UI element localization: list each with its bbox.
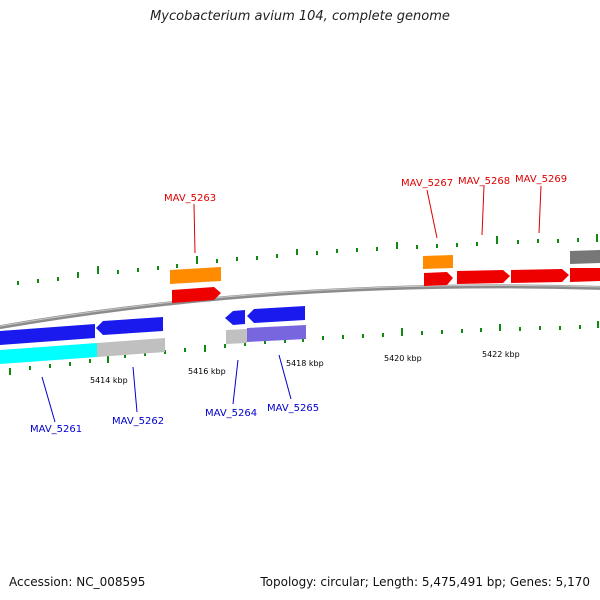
gene-gray-small[interactable] (226, 329, 247, 344)
label-mav-5265: MAV_5265 (267, 403, 319, 414)
reverse-strand-genes (0, 306, 306, 364)
label-mav-5268: MAV_5268 (458, 176, 510, 187)
label-mav-5261: MAV_5261 (30, 424, 82, 435)
genome-summary-text: Topology: circular; Length: 5,475,491 bp… (260, 575, 590, 589)
scale-label-5414: 5414 kbp (90, 376, 128, 385)
scale-label-5418: 5418 kbp (286, 359, 324, 368)
gene-blue-mav5265[interactable] (247, 306, 305, 323)
gene-red-edge[interactable] (570, 268, 600, 282)
label-mav-5264: MAV_5264 (205, 408, 257, 419)
gene-cyan[interactable] (0, 343, 97, 364)
label-mav-5269: MAV_5269 (515, 174, 567, 185)
accession-text: Accession: NC_008595 (9, 575, 146, 589)
gene-orange-1[interactable] (170, 267, 221, 284)
gene-red-mav5263[interactable] (172, 287, 221, 303)
label-mav-5263: MAV_5263 (164, 193, 216, 204)
label-mav-5262: MAV_5262 (112, 416, 164, 427)
forward-strand-genes (170, 250, 600, 303)
gene-red-mav5269[interactable] (511, 269, 569, 283)
outer-tick-ring (17, 234, 598, 285)
forward-leader-lines (193, 185, 542, 254)
scale-label-5416: 5416 kbp (188, 367, 226, 376)
gene-gray[interactable] (97, 338, 165, 357)
map-title: Mycobacterium avium 104, complete genome (150, 9, 450, 24)
genome-backbone (0, 284, 600, 330)
gene-blue-mav5262[interactable] (96, 317, 163, 335)
gene-blue-mav5264[interactable] (225, 310, 245, 325)
reverse-leader-lines (41, 354, 292, 423)
scale-label-5422: 5422 kbp (482, 350, 520, 359)
gene-red-mav5268[interactable] (457, 270, 510, 284)
scale-label-5420: 5420 kbp (384, 354, 422, 363)
gene-purple[interactable] (247, 325, 306, 342)
gene-orange-2[interactable] (423, 255, 453, 269)
label-mav-5267: MAV_5267 (401, 178, 453, 189)
gene-red-mav5267[interactable] (424, 272, 453, 286)
gene-blue-mav5261[interactable] (0, 324, 95, 345)
gene-gray-edge[interactable] (570, 250, 600, 264)
